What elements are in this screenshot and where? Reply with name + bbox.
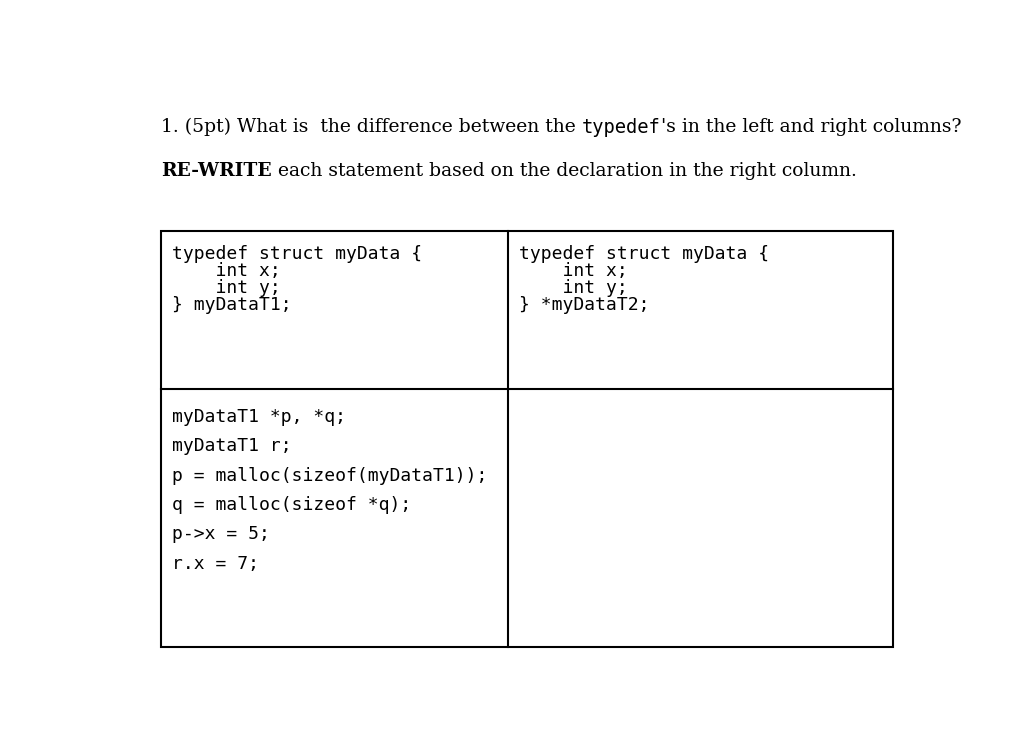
Text: } *myDataT2;: } *myDataT2;: [518, 296, 649, 314]
Text: int y;: int y;: [172, 279, 281, 297]
Text: int y;: int y;: [518, 279, 628, 297]
Text: typedef struct myData {: typedef struct myData {: [518, 245, 769, 263]
Text: } myDataT1;: } myDataT1;: [172, 296, 292, 314]
Text: 1. (5pt) What is  the difference between the: 1. (5pt) What is the difference between …: [162, 118, 582, 136]
Text: p = malloc(sizeof(myDataT1));: p = malloc(sizeof(myDataT1));: [172, 467, 487, 485]
Text: typedef: typedef: [582, 118, 660, 137]
Text: each statement based on the declaration in the right column.: each statement based on the declaration …: [272, 162, 857, 180]
Text: RE-WRITE: RE-WRITE: [162, 162, 272, 180]
Text: int x;: int x;: [518, 262, 628, 280]
Text: q = malloc(sizeof *q);: q = malloc(sizeof *q);: [172, 496, 412, 514]
Text: r.x = 7;: r.x = 7;: [172, 554, 259, 573]
Text: p->x = 5;: p->x = 5;: [172, 525, 270, 543]
Bar: [162, 231, 893, 647]
Text: 's in the left and right columns?: 's in the left and right columns?: [660, 118, 962, 136]
Text: myDataT1 r;: myDataT1 r;: [172, 437, 292, 455]
Text: int x;: int x;: [172, 262, 281, 280]
Text: typedef struct myData {: typedef struct myData {: [172, 245, 422, 263]
Text: myDataT1 *p, *q;: myDataT1 *p, *q;: [172, 408, 346, 426]
